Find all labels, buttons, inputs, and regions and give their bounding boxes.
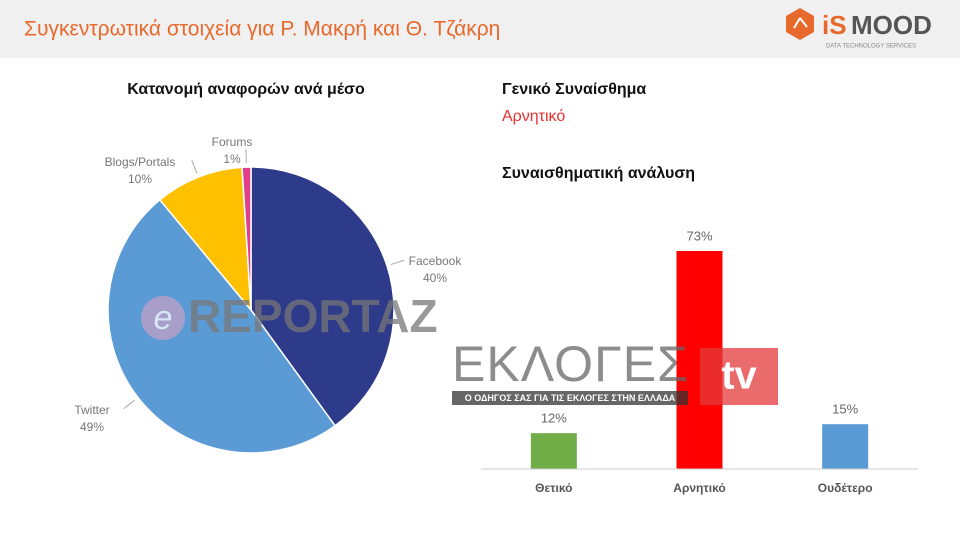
leader-line: [390, 259, 405, 266]
pie-value-label: 49%: [80, 420, 104, 434]
pie-label: Twitter: [74, 403, 109, 417]
pie-slice: [158, 166, 252, 313]
pie-slice: [107, 198, 337, 454]
pie-label: Blogs/Portals: [105, 155, 176, 169]
sentiment-heading: Γενικό Συναίσθημα: [502, 81, 646, 98]
bar-value-label: 15%: [832, 402, 858, 417]
pie-value-label: 40%: [423, 271, 447, 285]
pie-label: Facebook: [409, 254, 463, 268]
watermark-site-b: REPORTAZ: [188, 290, 438, 342]
bar-title: Συναισθηματική ανάλυση: [502, 165, 695, 182]
logo-brand-a: iS: [822, 10, 847, 40]
x-tick-label: Ουδέτερο: [818, 481, 873, 495]
watermark-tagline: Ο ΟΔΗΓΟΣ ΣΑΣ ΓΙΑ ΤΙΣ ΕΚΛΟΓΕΣ ΣΤΗΝ ΕΛΛΑΔΑ: [465, 393, 676, 403]
x-tick-label: Αρνητικό: [673, 481, 725, 495]
x-tick-label: Θετικό: [535, 481, 572, 495]
bar-value-label: 12%: [541, 411, 567, 426]
pie-value-label: 1%: [223, 152, 241, 166]
bar: [530, 433, 577, 469]
logo-tagline: DATA TECHNOLOGY SERVICES: [826, 44, 916, 50]
leader-line: [191, 160, 198, 174]
pie-label: Forums: [212, 135, 253, 149]
bar: [822, 424, 869, 469]
watermark-strip: [452, 391, 688, 405]
watermark-site-a: e: [154, 299, 173, 337]
pie-title: Κατανομή αναφορών ανά μέσο: [127, 81, 365, 98]
logo-brand-b: MOOD: [851, 10, 932, 40]
pie-slice: [241, 166, 252, 311]
leader-line: [123, 399, 136, 410]
header-title: Συγκεντρωτικά στοιχεία για Ρ. Μακρή και …: [24, 18, 500, 41]
watermark-circle: [141, 296, 185, 340]
watermark: e REPORTAZ ΕΚΛΟΓΕΣ tv Ο ΟΔΗΓΟΣ ΣΑΣ ΓΙΑ Τ…: [141, 290, 778, 405]
pie-value-label: 10%: [128, 172, 152, 186]
logo-icon: [786, 8, 814, 40]
bar-value-label: 73%: [686, 228, 712, 243]
watermark-tv: tv: [721, 354, 757, 398]
logo-network: [793, 17, 808, 29]
pie-slice: [250, 166, 395, 427]
watermark-tv-box: [700, 348, 778, 405]
watermark-brand: ΕΚΛΟΓΕΣ: [452, 336, 688, 392]
sentiment-value: Αρνητικό: [502, 108, 565, 125]
